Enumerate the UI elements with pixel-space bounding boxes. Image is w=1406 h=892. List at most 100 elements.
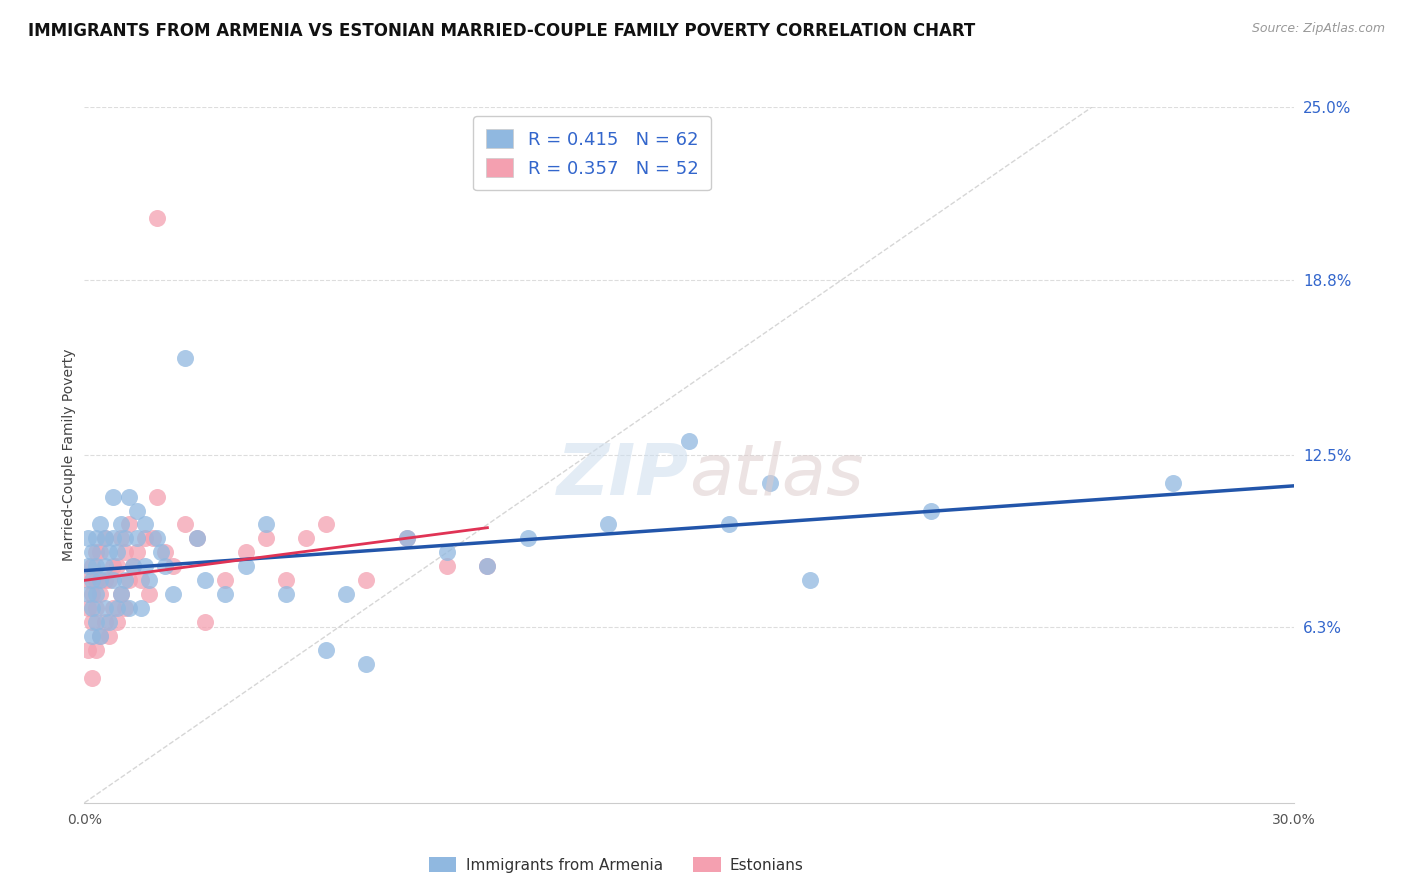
Point bbox=[138, 587, 160, 601]
Point bbox=[82, 615, 104, 629]
Point bbox=[1161, 475, 1184, 490]
Point bbox=[110, 532, 132, 546]
Point bbox=[114, 573, 136, 587]
Point bbox=[138, 573, 160, 587]
Point bbox=[97, 629, 120, 643]
Y-axis label: Married-Couple Family Poverty: Married-Couple Family Poverty bbox=[62, 349, 76, 561]
Point bbox=[86, 532, 108, 546]
Point bbox=[77, 573, 100, 587]
Point bbox=[186, 532, 208, 546]
Point bbox=[110, 587, 132, 601]
Legend: Immigrants from Armenia, Estonians: Immigrants from Armenia, Estonians bbox=[423, 850, 810, 879]
Point bbox=[86, 587, 108, 601]
Point bbox=[105, 559, 128, 574]
Point bbox=[89, 587, 111, 601]
Point bbox=[89, 629, 111, 643]
Point bbox=[174, 351, 197, 365]
Point bbox=[758, 475, 780, 490]
Point bbox=[82, 629, 104, 643]
Point bbox=[477, 559, 499, 574]
Point bbox=[93, 532, 115, 546]
Point bbox=[125, 503, 148, 517]
Point bbox=[295, 532, 318, 546]
Point bbox=[194, 573, 217, 587]
Point bbox=[214, 587, 236, 601]
Point bbox=[97, 573, 120, 587]
Point bbox=[920, 503, 942, 517]
Point bbox=[254, 517, 277, 532]
Point bbox=[146, 490, 169, 504]
Point bbox=[82, 559, 104, 574]
Point bbox=[235, 559, 257, 574]
Point bbox=[194, 615, 217, 629]
Text: IMMIGRANTS FROM ARMENIA VS ESTONIAN MARRIED-COUPLE FAMILY POVERTY CORRELATION CH: IMMIGRANTS FROM ARMENIA VS ESTONIAN MARR… bbox=[28, 22, 976, 40]
Point bbox=[436, 545, 458, 559]
Point bbox=[77, 559, 100, 574]
Point bbox=[235, 545, 257, 559]
Point bbox=[678, 434, 700, 448]
Point bbox=[799, 573, 821, 587]
Point bbox=[77, 601, 100, 615]
Point bbox=[82, 573, 104, 587]
Point bbox=[274, 573, 297, 587]
Point bbox=[93, 559, 115, 574]
Point bbox=[86, 615, 108, 629]
Point bbox=[77, 532, 100, 546]
Point bbox=[89, 573, 111, 587]
Point bbox=[436, 559, 458, 574]
Point bbox=[153, 545, 176, 559]
Point bbox=[315, 642, 337, 657]
Point bbox=[121, 559, 143, 574]
Point bbox=[121, 559, 143, 574]
Point bbox=[77, 642, 100, 657]
Point bbox=[214, 573, 236, 587]
Point bbox=[86, 642, 108, 657]
Point bbox=[142, 532, 165, 546]
Text: ZIP: ZIP bbox=[557, 442, 689, 510]
Point bbox=[110, 587, 132, 601]
Point bbox=[129, 573, 152, 587]
Point bbox=[93, 532, 115, 546]
Point bbox=[134, 559, 156, 574]
Point bbox=[186, 532, 208, 546]
Point bbox=[105, 601, 128, 615]
Point bbox=[718, 517, 741, 532]
Point bbox=[118, 573, 141, 587]
Point bbox=[149, 545, 172, 559]
Text: Source: ZipAtlas.com: Source: ZipAtlas.com bbox=[1251, 22, 1385, 36]
Point bbox=[335, 587, 357, 601]
Point bbox=[129, 601, 152, 615]
Point bbox=[82, 671, 104, 685]
Point bbox=[356, 657, 378, 671]
Point bbox=[86, 601, 108, 615]
Point bbox=[97, 545, 120, 559]
Point bbox=[89, 629, 111, 643]
Point bbox=[82, 601, 104, 615]
Point bbox=[356, 573, 378, 587]
Point bbox=[395, 532, 418, 546]
Point bbox=[86, 573, 108, 587]
Point bbox=[93, 573, 115, 587]
Text: atlas: atlas bbox=[689, 442, 863, 510]
Point bbox=[174, 517, 197, 532]
Point bbox=[101, 573, 124, 587]
Point bbox=[477, 559, 499, 574]
Point bbox=[153, 559, 176, 574]
Point bbox=[114, 532, 136, 546]
Point bbox=[93, 615, 115, 629]
Point bbox=[89, 545, 111, 559]
Point bbox=[516, 532, 538, 546]
Point bbox=[86, 545, 108, 559]
Point bbox=[86, 559, 108, 574]
Point bbox=[146, 211, 169, 226]
Point bbox=[82, 545, 104, 559]
Point bbox=[146, 532, 169, 546]
Point bbox=[82, 587, 104, 601]
Point bbox=[118, 490, 141, 504]
Point bbox=[105, 615, 128, 629]
Point bbox=[134, 532, 156, 546]
Point bbox=[118, 601, 141, 615]
Point bbox=[89, 517, 111, 532]
Point bbox=[77, 587, 100, 601]
Point bbox=[315, 517, 337, 532]
